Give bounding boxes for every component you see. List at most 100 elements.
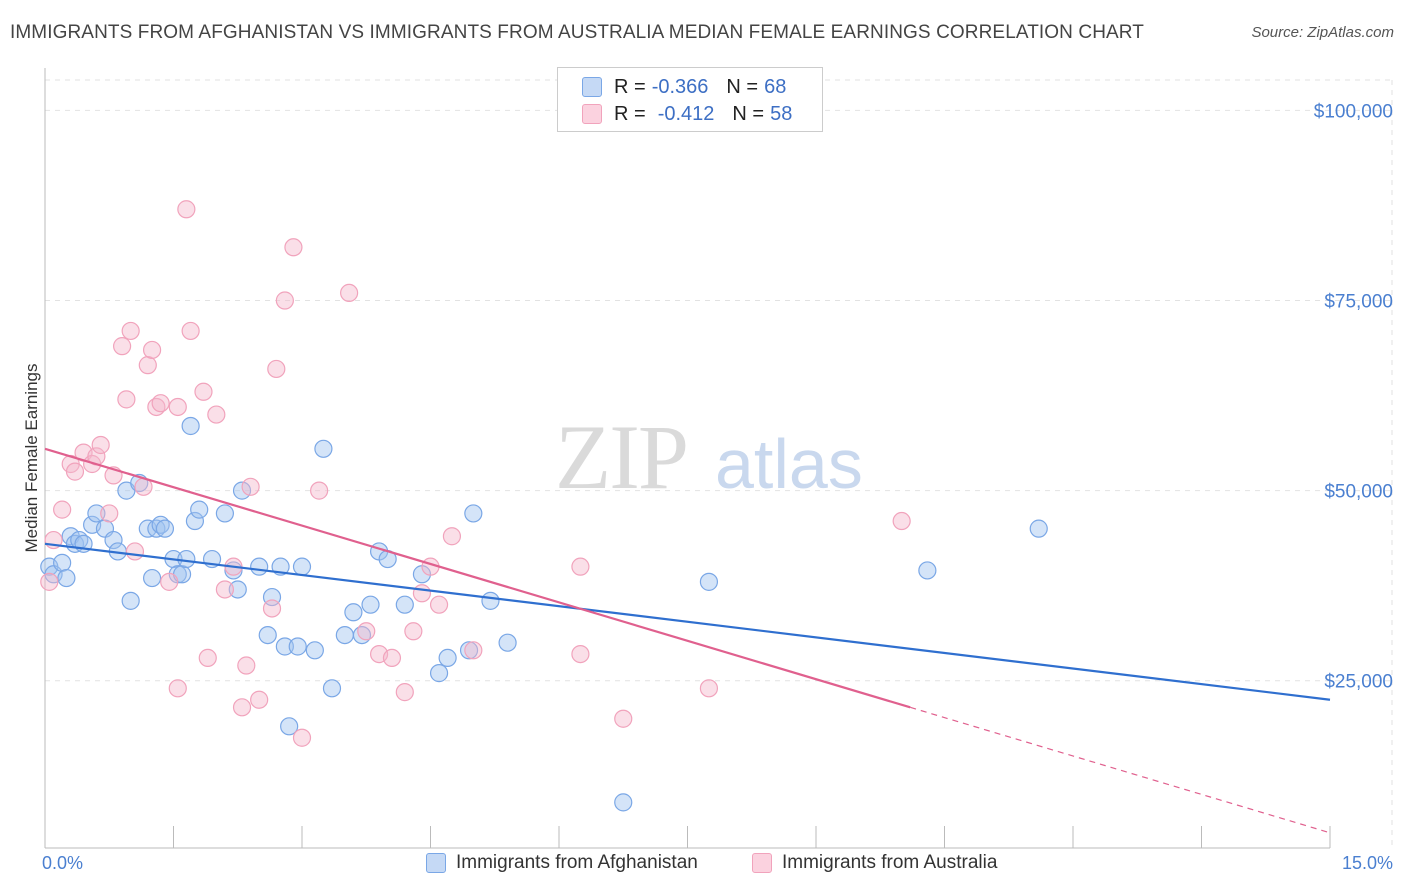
afghanistan-point <box>155 519 175 538</box>
australia-point <box>160 572 179 591</box>
australia-point <box>442 527 462 546</box>
afghanistan-point <box>292 557 312 576</box>
afghanistan-point <box>232 481 252 500</box>
watermark-zip: ZIP <box>555 406 687 508</box>
afghanistan-point <box>121 591 140 610</box>
legend-row-australia: R = -0.412 N = 58 <box>582 102 792 126</box>
afghanistan-point <box>699 572 719 591</box>
afghanistan-point <box>57 568 76 588</box>
afghanistan-point <box>429 664 449 683</box>
australia-point <box>194 382 213 401</box>
trendline-afghanistan <box>44 542 1331 701</box>
legend-item-australia[interactable]: Immigrants from Australia <box>752 852 997 874</box>
australia-point <box>429 595 449 614</box>
afghanistan-point <box>250 557 269 576</box>
afghanistan-point <box>104 530 123 550</box>
y-tick-label: $50,000 <box>1324 482 1393 503</box>
australia-point <box>571 557 590 576</box>
afghanistan-point <box>185 511 205 531</box>
australia-point <box>198 648 217 668</box>
legend-swatch-australia <box>752 853 772 873</box>
afghanistan-point <box>190 500 209 519</box>
afghanistan-point <box>459 641 479 660</box>
afghanistan-point <box>395 595 414 614</box>
legend-swatch-afghanistan <box>426 853 446 873</box>
chart-title: IMMIGRANTS FROM AFGHANISTAN VS IMMIGRANT… <box>10 22 1144 43</box>
afghanistan-point <box>314 439 333 458</box>
legend-n-label: N = <box>726 75 759 98</box>
australia-points <box>40 200 911 747</box>
australia-point <box>614 709 633 728</box>
afghanistan-point <box>258 625 277 645</box>
afghanistan-point <box>361 595 380 614</box>
legend-row-afghanistan: R = -0.366 N = 68 <box>582 75 786 99</box>
axes <box>44 68 1331 849</box>
australia-point <box>177 200 196 219</box>
afghanistan-point <box>305 641 324 660</box>
afghanistan-point <box>142 568 162 588</box>
correlation-legend: R = -0.366 N = 68 R = -0.412 N = 58 <box>557 67 823 132</box>
australia-point <box>215 580 234 599</box>
australia-point <box>151 394 170 413</box>
australia-point <box>275 291 294 310</box>
x-tick-labels: 0.0% 15.0% <box>42 853 1393 873</box>
afghanistan-point <box>228 580 247 599</box>
x-tick-label: 0.0% <box>42 853 83 873</box>
australia-point <box>168 397 187 417</box>
australia-point <box>100 504 119 523</box>
afghanistan-point <box>918 561 937 580</box>
australia-point <box>168 679 187 698</box>
legend-n-label: N = <box>732 102 765 125</box>
australia-point <box>125 542 145 561</box>
australia-point <box>112 337 132 356</box>
australia-point <box>892 511 911 531</box>
australia-point <box>464 641 483 660</box>
trendline-australia-extension <box>910 706 1331 834</box>
australia-point <box>121 321 140 341</box>
y-tick-label: $75,000 <box>1324 292 1393 313</box>
x-tick-label: 15.0% <box>1342 853 1393 873</box>
afghanistan-point <box>275 637 294 656</box>
afghanistan-point <box>280 717 299 736</box>
afghanistan-point <box>481 591 500 610</box>
trendline-australia <box>44 447 911 709</box>
legend-r-label: R = <box>614 75 646 98</box>
trend-lines <box>44 447 1331 834</box>
afghanistan-point <box>177 549 196 569</box>
australia-point <box>53 500 72 519</box>
australia-point <box>262 599 282 618</box>
afghanistan-point <box>438 648 457 668</box>
australia-point <box>571 644 590 664</box>
australia-point <box>40 572 59 591</box>
australia-point <box>382 648 402 668</box>
australia-point <box>340 283 359 303</box>
australia-point <box>310 481 329 500</box>
australia-point <box>404 622 423 641</box>
legend-swatch-australia <box>582 104 602 124</box>
australia-point <box>250 690 269 709</box>
afghanistan-point <box>335 625 354 645</box>
afghanistan-points <box>40 416 1048 812</box>
australia-point <box>142 340 162 360</box>
watermark-atlas: atlas <box>715 425 863 503</box>
legend-n-value: 58 <box>770 102 793 125</box>
australia-point <box>284 238 303 257</box>
australia-point <box>267 359 286 379</box>
afghanistan-point <box>87 504 106 523</box>
legend-item-afghanistan[interactable]: Immigrants from Afghanistan <box>426 852 698 874</box>
australia-point <box>412 584 432 603</box>
legend-label-afghanistan: Immigrants from Afghanistan <box>456 852 698 873</box>
australia-point <box>292 728 312 747</box>
afghanistan-point <box>614 793 633 812</box>
australia-point <box>181 321 200 341</box>
y-tick-label: $100,000 <box>1314 101 1393 122</box>
legend-n-value: 68 <box>764 75 787 98</box>
afghanistan-point <box>181 416 200 436</box>
afghanistan-point <box>464 504 483 523</box>
legend-label-australia: Immigrants from Australia <box>782 852 998 873</box>
australia-point <box>241 477 260 496</box>
legend-r-label: R = <box>614 102 646 125</box>
legend-r-value: -0.412 <box>657 102 715 125</box>
afghanistan-point <box>215 504 234 523</box>
